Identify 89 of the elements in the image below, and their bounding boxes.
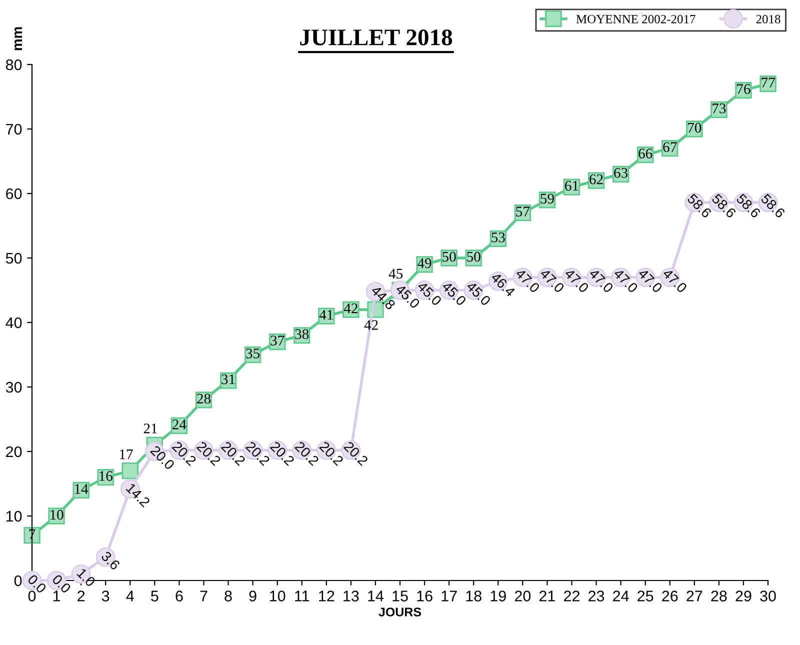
data-label: 61	[565, 180, 578, 191]
data-label: 46.4	[490, 272, 516, 298]
y-tick-label: 40	[6, 317, 22, 328]
data-label: 57	[516, 206, 530, 216]
data-label: 1.0	[76, 568, 96, 588]
x-tick-label: 5	[151, 590, 158, 602]
data-label: 47.0	[613, 268, 638, 294]
y-tick-label: 80	[6, 59, 22, 70]
x-tick-label: 7	[200, 590, 208, 602]
y-axis-title: mm	[14, 27, 22, 50]
data-label: 47.0	[662, 268, 688, 294]
data-label: 44.8	[370, 284, 396, 310]
y-tick-label: 20	[6, 446, 22, 458]
x-tick-label: 24	[613, 590, 629, 602]
x-tick-label: 11	[295, 590, 310, 602]
x-tick-label: 14	[368, 590, 384, 602]
data-label: 53	[492, 232, 505, 242]
legend-label: 2018	[756, 14, 780, 24]
data-label: 59	[540, 194, 554, 204]
x-tick-label: 6	[176, 590, 183, 602]
data-label: 77	[762, 78, 775, 88]
data-label: 76	[737, 84, 750, 94]
data-label: 42	[344, 303, 358, 314]
data-label: 20.0	[150, 445, 176, 470]
data-label: 67	[663, 142, 677, 152]
data-label: 28	[197, 394, 210, 404]
x-tick-label: 15	[392, 590, 408, 602]
x-tick-label: 13	[344, 590, 359, 602]
data-label: 37	[270, 336, 284, 346]
data-label: 45.0	[466, 280, 492, 306]
data-label: 10	[50, 510, 64, 520]
x-tick-label: 26	[662, 590, 678, 602]
data-label: 16	[100, 471, 112, 481]
x-tick-label: 9	[249, 590, 256, 602]
data-label: 66	[638, 148, 652, 158]
data-label: 47.0	[588, 268, 614, 294]
data-label: 45	[388, 268, 403, 279]
x-axis-title: JOURS	[378, 608, 422, 616]
data-label: 35	[246, 348, 260, 358]
x-tick-label: 2	[78, 590, 85, 602]
data-label: 47.0	[638, 268, 663, 294]
x-tick-label: 4	[126, 590, 134, 602]
data-label: 73	[712, 104, 726, 114]
x-tick-label: 29	[736, 590, 752, 602]
y-tick-label: 70	[6, 124, 22, 135]
x-tick-label: 16	[417, 590, 432, 602]
data-label: 47.0	[564, 268, 590, 294]
data-label: 63	[614, 168, 628, 178]
y-tick-label: 50	[6, 252, 22, 264]
y-tick-label: 60	[6, 188, 22, 200]
data-label: 47.0	[514, 268, 540, 294]
data-label: 45.0	[441, 280, 467, 306]
data-label: 62	[590, 174, 603, 184]
data-label: 24	[172, 420, 186, 430]
x-tick-label: 28	[711, 590, 727, 602]
y-tick-label: 30	[6, 382, 22, 393]
y-tick-label: 0	[14, 575, 22, 586]
data-label: 14	[75, 484, 88, 494]
x-tick-label: 21	[539, 590, 555, 602]
legend-label: MOYENNE 2002-2017	[576, 14, 696, 24]
data-label: 42	[364, 320, 378, 330]
data-label: 38	[295, 329, 309, 340]
x-tick-label: 3	[102, 590, 110, 602]
data-label: 31	[222, 374, 235, 384]
x-tick-label: 17	[442, 590, 457, 602]
data-label: 70	[688, 122, 702, 133]
x-tick-label: 19	[490, 590, 506, 602]
data-label: 50	[442, 252, 456, 262]
data-label: 50	[467, 252, 480, 262]
y-tick-label: 10	[6, 510, 22, 522]
data-label: 47.0	[539, 268, 565, 294]
x-tick-label: 22	[564, 590, 580, 602]
data-label: 21	[144, 424, 157, 434]
point	[122, 462, 138, 480]
data-label: 14.2	[126, 482, 150, 508]
x-tick-label: 20	[514, 590, 531, 602]
x-tick-label: 30	[760, 590, 776, 602]
x-tick-label: 18	[466, 590, 482, 602]
data-label: 41	[319, 310, 333, 320]
data-label: 3.6	[100, 550, 120, 570]
data-label: 49	[418, 258, 432, 268]
x-tick-label: 27	[686, 590, 702, 602]
x-tick-label: 23	[588, 590, 604, 602]
x-tick-label: 25	[638, 590, 654, 602]
x-tick-label: 12	[319, 590, 334, 602]
x-tick-label: 10	[270, 590, 286, 602]
x-tick-label: 8	[224, 590, 232, 602]
data-label: 17	[120, 449, 133, 460]
chart-title: JUILLET 2018	[300, 29, 452, 46]
